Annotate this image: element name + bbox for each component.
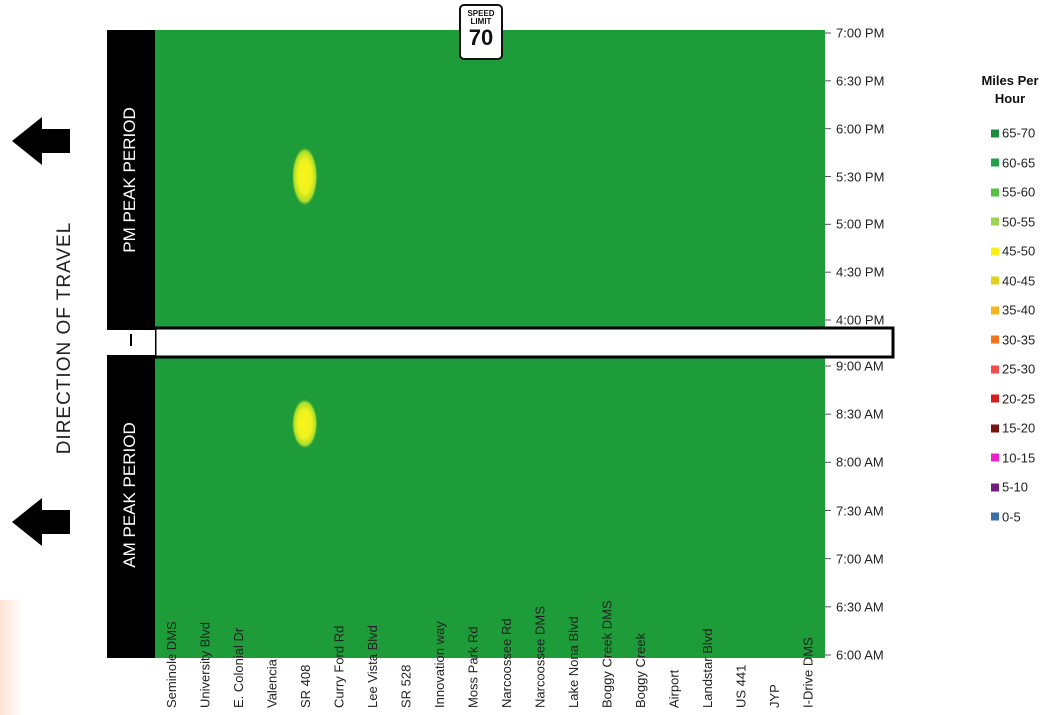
location-label: SR 528 <box>398 665 413 708</box>
location-label: University Blvd <box>197 622 212 708</box>
legend-item: 40-45 <box>991 273 1035 288</box>
location-labels: Seminole DMS University Blvd E. Colonial D… <box>164 600 816 708</box>
legend-label: 5-10 <box>1002 479 1029 495</box>
legend-label: 55-60 <box>1002 184 1036 200</box>
legend-swatch <box>991 394 999 403</box>
legend-label: 50-55 <box>1002 214 1036 229</box>
time-tick-label: 7:00 PM <box>836 25 885 41</box>
time-tick-label: 7:30 AM <box>836 503 884 518</box>
legend-label: 35-40 <box>1002 302 1036 318</box>
speed-sign-line2: LIMIT <box>470 17 492 26</box>
time-tick-label: 8:00 AM <box>836 454 884 470</box>
location-label: Lake Nona Blvd <box>566 616 581 708</box>
location-label: E. Colonial Dr <box>231 627 246 708</box>
location-label: Boggy Creek <box>633 632 648 708</box>
location-label: Landstar Blvd <box>700 629 715 709</box>
legend-swatch <box>991 365 999 373</box>
slowdown-mark <box>291 398 318 450</box>
location-label: Narcoossee DMS <box>532 606 547 708</box>
legend-swatch <box>991 188 999 196</box>
legend-swatch <box>991 424 999 432</box>
legend-title-line1: Miles Per <box>981 73 1039 88</box>
location-label: JYP <box>767 684 782 708</box>
legend-swatch <box>991 247 999 255</box>
legend-item: 65-70 <box>991 126 1035 141</box>
legend-swatch <box>991 276 999 285</box>
edge-fade <box>0 600 22 715</box>
location-label: Boggy Creek DMS <box>599 600 614 708</box>
legend-item: 35-40 <box>991 303 1035 318</box>
legend-label: 10-15 <box>1002 450 1036 465</box>
speed-sign-line1: SPEED <box>467 9 495 18</box>
legend-swatch <box>991 453 999 462</box>
legend-item: 30-35 <box>991 332 1035 347</box>
legend-label: 65-70 <box>1002 125 1036 141</box>
location-label: Valencia <box>264 658 279 708</box>
legend-swatch <box>991 129 999 137</box>
period-divider <box>153 326 895 359</box>
time-tick-label: 6:00 AM <box>836 647 884 663</box>
time-tick-label: 5:30 PM <box>836 169 885 184</box>
time-tick-label: 8:30 AM <box>836 406 884 422</box>
location-label: Airport <box>666 669 681 708</box>
location-label: I-Drive DMS <box>800 637 815 708</box>
legend-label: 40-45 <box>1002 273 1036 288</box>
time-tick-label: 6:30 AM <box>836 599 884 615</box>
speed-sign-value: 70 <box>468 25 494 50</box>
legend-label: 60-65 <box>1002 155 1036 170</box>
time-tick-label: 6:30 PM <box>836 73 885 89</box>
pm-peak-period-label: PM PEAK PERIOD <box>120 107 139 253</box>
legend-title-line2: Hour <box>994 91 1026 106</box>
time-tick-marks <box>825 32 831 656</box>
time-tick-label: 7:00 AM <box>836 551 884 567</box>
legend-item: 20-25 <box>991 391 1035 406</box>
location-label: Seminole DMS <box>164 621 179 708</box>
legend-item: 0-5 <box>991 509 1021 524</box>
am-peak-period-label: AM PEAK PERIOD <box>120 422 139 568</box>
legend-swatch <box>991 217 999 226</box>
location-label: Moss Park Rd <box>465 626 480 708</box>
time-tick-label: 4:30 PM <box>836 264 885 280</box>
legend-item: 50-55 <box>991 214 1035 229</box>
location-label: SR 408 <box>298 665 313 708</box>
time-tick-label: 4:00 PM <box>836 312 885 328</box>
legend-item: 10-15 <box>991 450 1035 465</box>
legend-item: 45-50 <box>991 244 1035 259</box>
legend-swatch <box>991 483 999 491</box>
legend-swatch <box>991 158 999 167</box>
legend-label: 0-5 <box>1002 509 1021 524</box>
time-tick-label: 6:00 PM <box>836 121 885 137</box>
legend-item: 5-10 <box>991 480 1028 495</box>
legend-title: Miles Per Hour <box>978 72 1042 108</box>
speed-limit-sign: SPEED LIMIT 70 <box>459 4 503 60</box>
slowdown-mark <box>291 146 318 207</box>
direction-of-travel-label: DIRECTION OF TRAVEL <box>54 221 75 455</box>
legend-label: 20-25 <box>1002 391 1036 406</box>
location-label: Curry Ford Rd <box>331 626 346 708</box>
location-label: Narcoossee Rd <box>499 618 514 708</box>
slowdown-marks <box>291 146 318 450</box>
legend-swatch <box>991 512 999 521</box>
time-tick-label: 5:00 PM <box>836 216 885 232</box>
location-label: Lee Vista Blvd <box>365 625 380 708</box>
legend-item: 25-30 <box>991 362 1035 377</box>
left-arrow-icon <box>12 498 70 546</box>
time-tick-label: 9:00 AM <box>836 358 884 374</box>
legend-item: 55-60 <box>991 185 1035 200</box>
legend-label: 15-20 <box>1002 420 1036 436</box>
legend-label: 45-50 <box>1002 243 1036 259</box>
location-label: Innovation way <box>432 621 447 708</box>
legend-item: 15-20 <box>991 421 1035 436</box>
legend-label: 25-30 <box>1002 361 1036 377</box>
legend-item: 60-65 <box>991 155 1035 170</box>
legend-label: 30-35 <box>1002 332 1036 347</box>
legend-swatch <box>991 306 999 314</box>
left-arrow-icon <box>12 117 70 165</box>
location-label: US 441 <box>733 665 748 708</box>
legend-swatch <box>991 335 999 344</box>
